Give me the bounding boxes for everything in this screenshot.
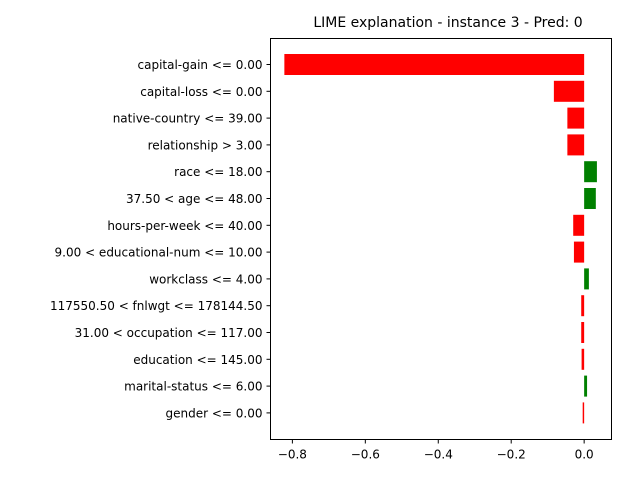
bar-11 xyxy=(581,348,585,370)
y-tick-label-1: capital-loss <= 0.00 xyxy=(140,85,262,99)
y-tick-label-10: 31.00 < occupation <= 117.00 xyxy=(75,326,263,340)
y-tick-label-2: native-country <= 39.00 xyxy=(113,112,263,126)
bar-9 xyxy=(581,295,585,317)
y-tick-label-12: marital-status <= 6.00 xyxy=(124,380,262,394)
y-tick-label-4: race <= 18.00 xyxy=(174,165,262,179)
y-tick-labels: capital-gain <= 0.00 capital-loss <= 0.00… xyxy=(50,58,271,420)
bar-5 xyxy=(584,188,596,209)
bar-13 xyxy=(582,402,585,424)
x-tick-label-1: −0.6 xyxy=(351,448,380,462)
x-tick-label-3: −0.2 xyxy=(497,448,526,462)
bar-1 xyxy=(553,80,585,102)
bars-group xyxy=(284,54,597,424)
x-ticks: −0.8 −0.6 −0.4 −0.2 0.0 xyxy=(278,439,594,462)
y-tick-label-7: 9.00 < educational-num <= 10.00 xyxy=(55,246,263,260)
y-tick-label-6: hours-per-week <= 40.00 xyxy=(107,219,262,233)
bar-7 xyxy=(573,241,585,263)
y-tick-label-13: gender <= 0.00 xyxy=(166,406,263,420)
y-tick-label-9: 117550.50 < fnlwgt <= 178144.50 xyxy=(50,299,263,313)
y-tick-label-0: capital-gain <= 0.00 xyxy=(138,58,263,72)
y-tick-label-11: education <= 145.00 xyxy=(133,353,262,367)
x-tick-label-0: −0.8 xyxy=(278,448,307,462)
plot-frame xyxy=(270,38,612,440)
bar-0 xyxy=(284,54,585,75)
chart-title: LIME explanation - instance 3 - Pred: 0 xyxy=(313,15,582,31)
bar-10 xyxy=(581,322,585,343)
x-tick-label-4: 0.0 xyxy=(575,448,594,462)
bar-4 xyxy=(584,161,597,183)
y-tick-label-8: workclass <= 4.00 xyxy=(149,272,262,286)
bar-8 xyxy=(584,268,589,290)
y-tick-label-5: 37.50 < age <= 48.00 xyxy=(126,192,262,206)
x-tick-label-2: −0.4 xyxy=(424,448,453,462)
bar-2 xyxy=(567,107,585,129)
bar-3 xyxy=(567,134,585,156)
y-tick-label-3: relationship > 3.00 xyxy=(148,138,263,152)
bar-6 xyxy=(573,214,585,236)
bar-12 xyxy=(584,375,588,397)
